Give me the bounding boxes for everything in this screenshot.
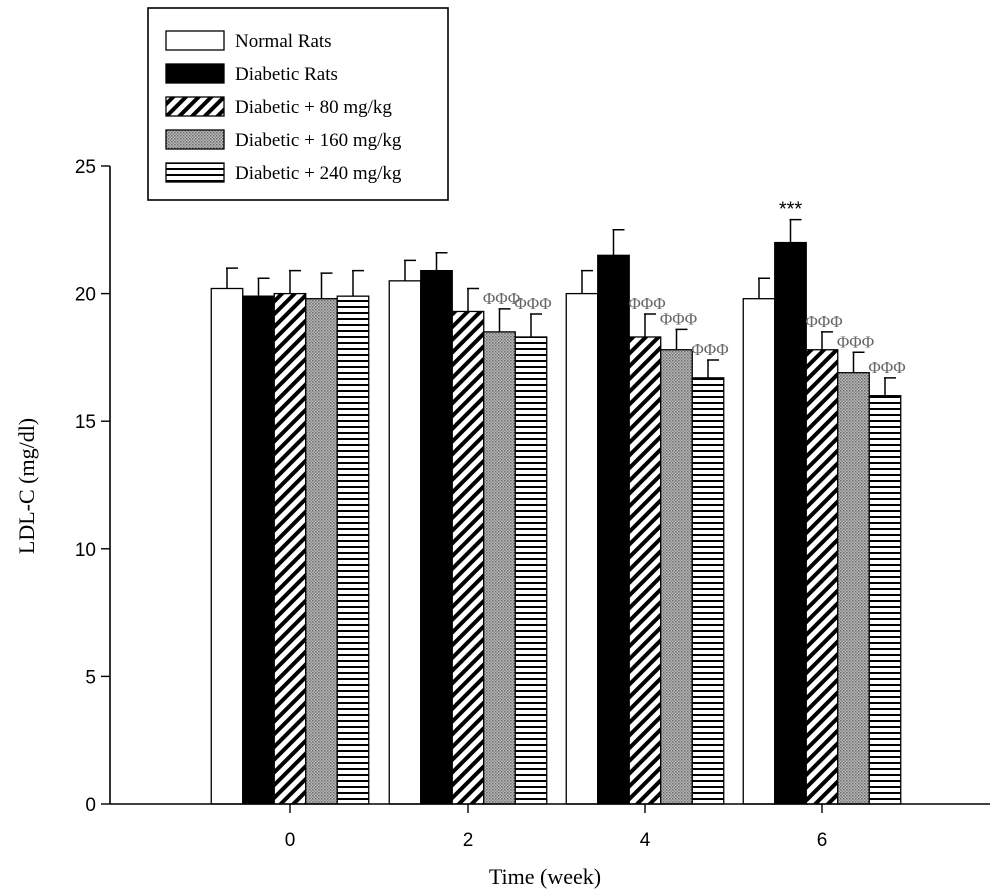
x-tick-label-2: 2 — [463, 830, 474, 851]
legend-label-0: Normal Rats — [235, 31, 332, 52]
legend-swatch-4 — [165, 162, 225, 183]
annotation-3: ΦΦΦ — [660, 309, 697, 328]
x-axis-ticks: 0 2 4 6 — [285, 804, 828, 851]
legend-label-4: Diabetic + 240 mg/kg — [235, 163, 402, 184]
bar-series-3-week-6 — [837, 372, 870, 805]
bar-series-1-week-6 — [774, 241, 807, 805]
y-tick-label-25: 25 — [75, 157, 96, 178]
y-tick-label-20: 20 — [75, 285, 96, 306]
y-axis-ticks: 0 5 10 15 20 25 — [75, 157, 110, 816]
x-axis-title: Time (week) — [489, 864, 601, 889]
annotation-7: ΦΦΦ — [837, 332, 874, 351]
annotation-1: ΦΦΦ — [514, 294, 551, 313]
error-bar-series-2-week-6 — [821, 331, 833, 350]
bar-series-3-week-0 — [305, 298, 338, 805]
error-bar-series-4-week-2 — [530, 313, 542, 337]
axes — [109, 166, 990, 805]
error-bar-series-3-week-6 — [852, 351, 865, 373]
error-bar-series-0-week-2 — [404, 259, 416, 281]
error-bar-series-0-week-0 — [226, 267, 238, 289]
error-bar-series-1-week-6 — [789, 218, 802, 243]
y-axis-title: LDL-C (mg/dl) — [14, 418, 39, 554]
bar-series-0-week-2 — [388, 280, 422, 805]
legend-swatch-0 — [165, 30, 225, 51]
x-tick-label-0: 0 — [285, 830, 296, 851]
y-tick-label-5: 5 — [85, 667, 96, 688]
annotation-8: ΦΦΦ — [868, 358, 905, 377]
error-bar-series-3-week-0 — [320, 272, 333, 299]
error-bar-series-4-week-4 — [707, 359, 719, 378]
legend-label-1: Diabetic Rats — [235, 64, 338, 85]
legend: Normal Rats Diabetic Rats Diabetic + 80 mg… — [147, 7, 449, 201]
bar-series-1-week-2 — [420, 269, 453, 805]
x-tick-label-4: 4 — [640, 830, 651, 851]
bar-series-0-week-4 — [565, 292, 599, 805]
bar-series-2-week-0 — [273, 292, 307, 805]
annotation-4: ΦΦΦ — [691, 340, 728, 359]
bar-series-2-week-4 — [628, 336, 662, 805]
error-bar-series-1-week-2 — [435, 252, 448, 271]
error-bar-series-0-week-6 — [758, 277, 770, 299]
annotation-5: *** — [779, 199, 803, 221]
x-tick-label-6: 6 — [817, 830, 828, 851]
bar-series-1-week-4 — [597, 254, 630, 805]
y-tick-label-10: 10 — [75, 540, 96, 561]
bar-series-2-week-6 — [805, 349, 839, 805]
error-bar-series-3-week-2 — [498, 308, 511, 332]
bar-series-4-week-2 — [514, 336, 548, 805]
bar-series-1-week-0 — [242, 295, 275, 805]
bar-series-0-week-6 — [742, 298, 776, 805]
legend-swatch-2 — [165, 96, 225, 117]
bar-series-4-week-0 — [336, 295, 370, 805]
y-tick-label-15: 15 — [75, 412, 96, 433]
error-bar-series-2-week-0 — [289, 269, 301, 294]
bar-series-3-week-2 — [483, 331, 516, 805]
error-bar-series-1-week-4 — [612, 229, 625, 256]
annotation-6: ΦΦΦ — [805, 312, 842, 331]
bar-series-3-week-4 — [660, 349, 693, 805]
legend-swatch-3 — [165, 129, 225, 150]
bar-series-4-week-4 — [691, 377, 725, 805]
legend-label-2: Diabetic + 80 mg/kg — [235, 97, 392, 118]
y-tick-label-0: 0 — [85, 795, 96, 816]
bar-series-2-week-2 — [451, 310, 485, 805]
legend-swatch-1 — [165, 63, 225, 84]
error-bar-series-1-week-0 — [257, 277, 270, 297]
error-bar-series-2-week-4 — [644, 313, 656, 337]
annotation-0: ΦΦΦ — [483, 289, 520, 308]
bar-series-0-week-0 — [210, 287, 244, 805]
bar-series-4-week-6 — [868, 395, 902, 805]
error-bar-series-3-week-4 — [675, 328, 688, 350]
error-bar-series-4-week-0 — [352, 269, 364, 297]
error-bar-series-2-week-2 — [467, 287, 479, 312]
error-bar-series-4-week-6 — [884, 377, 896, 396]
error-bar-series-0-week-4 — [581, 269, 593, 294]
legend-label-3: Diabetic + 160 mg/kg — [235, 130, 402, 151]
annotation-2: ΦΦΦ — [628, 294, 665, 313]
